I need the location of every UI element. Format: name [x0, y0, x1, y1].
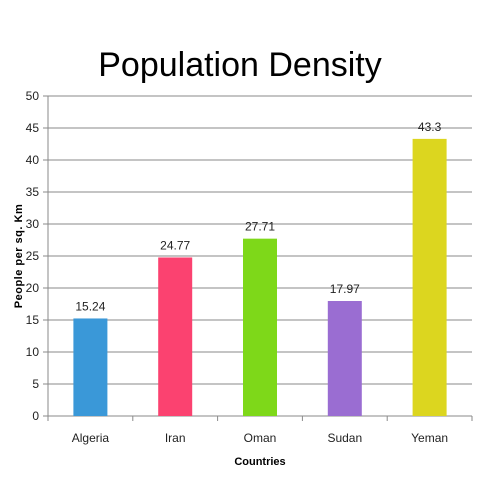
data-label-oman: 27.71 [245, 220, 275, 234]
y-tick-label: 15 [26, 313, 40, 327]
y-tick-label: 30 [26, 217, 40, 231]
bar-oman [243, 238, 277, 416]
data-label-iran: 24.77 [160, 238, 190, 252]
category-label-iran: Iran [165, 431, 186, 445]
bar-iran [158, 257, 193, 416]
y-tick-label: 50 [26, 89, 40, 103]
y-tick-label: 0 [32, 409, 39, 423]
bar-yeman [412, 138, 447, 416]
y-tick-label: 5 [32, 377, 39, 391]
y-tick-label: 45 [26, 121, 40, 135]
y-axis-title: People per sq. Km [13, 204, 25, 308]
category-label-algeria: Algeria [72, 431, 110, 445]
y-tick-label: 20 [26, 281, 40, 295]
y-tick-label: 10 [26, 345, 40, 359]
data-label-sudan: 17.97 [330, 282, 360, 296]
y-tick-label: 25 [26, 249, 40, 263]
category-label-oman: Oman [244, 431, 277, 445]
y-tick-label: 35 [26, 185, 40, 199]
chart-title: Population Density [98, 46, 382, 84]
category-label-sudan: Sudan [327, 431, 362, 445]
labels-layer: 0 5 10 15 20 25 30 35 40 45 50 15.24 Algeria 24.77 Ira… [26, 89, 448, 445]
data-label-yeman: 43.3 [418, 120, 442, 134]
bar-algeria [73, 318, 108, 416]
y-tick-label: 40 [26, 153, 40, 167]
data-label-algeria: 15.24 [75, 299, 105, 313]
category-label-yeman: Yeman [411, 431, 448, 445]
bar-sudan [327, 300, 362, 416]
x-axis-title: Countries [234, 456, 285, 468]
bars-layer [73, 138, 447, 416]
